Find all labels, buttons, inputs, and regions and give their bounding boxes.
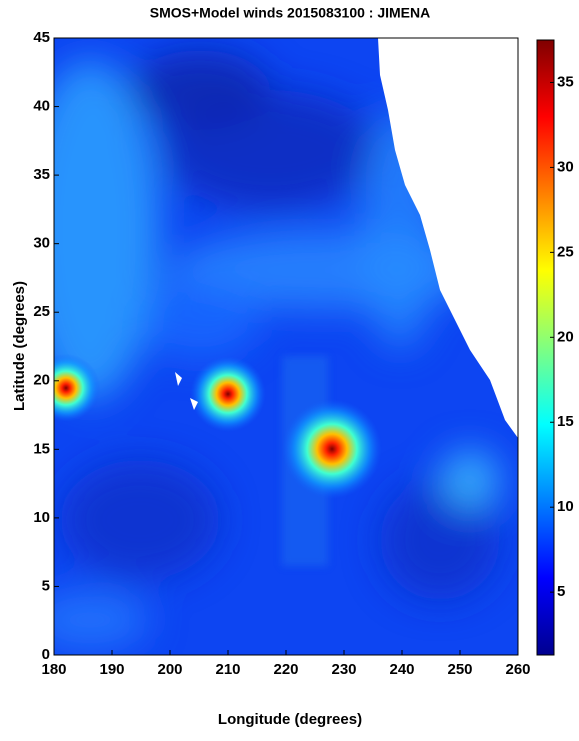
y-tick-label: 5 <box>42 577 50 594</box>
y-tick-label: 35 <box>33 166 50 183</box>
y-tick-label: 30 <box>33 235 50 252</box>
wind-field <box>54 38 518 655</box>
land <box>378 38 518 438</box>
x-tick-label: 260 <box>505 661 530 678</box>
x-tick-label: 210 <box>215 661 240 678</box>
y-tick-label: 45 <box>33 29 50 46</box>
storm <box>54 354 100 422</box>
colorbar-tick-label: 25 <box>557 243 574 260</box>
island <box>175 372 198 410</box>
x-tick-label: 200 <box>157 661 182 678</box>
y-tick-label: 15 <box>33 440 50 457</box>
storm <box>190 356 266 432</box>
colorbar <box>536 39 555 656</box>
x-tick-label: 180 <box>41 661 66 678</box>
colorbar-tick-label: 10 <box>557 498 574 515</box>
y-tick-label: 10 <box>33 509 50 526</box>
x-tick-label: 190 <box>99 661 124 678</box>
y-axis-label: Latitude (degrees) <box>11 281 28 411</box>
colorbar-tick-label: 15 <box>557 413 574 430</box>
y-tick-label: 25 <box>33 303 50 320</box>
y-tick-label: 20 <box>33 372 50 389</box>
colorbar-tick-label: 20 <box>557 328 574 345</box>
colorbar-tick-label: 30 <box>557 158 574 175</box>
colorbar-tick-label: 35 <box>557 73 574 90</box>
storm <box>282 399 382 499</box>
x-tick-label: 240 <box>389 661 414 678</box>
chart-title: SMOS+Model winds 2015083100 : JIMENA <box>150 5 431 21</box>
x-tick-label: 220 <box>273 661 298 678</box>
x-tick-label: 250 <box>447 661 472 678</box>
y-tick-label: 0 <box>42 646 50 663</box>
colorbar-tick-label: 5 <box>557 583 565 600</box>
x-axis-label: Longitude (degrees) <box>218 711 362 728</box>
field-texture <box>54 50 500 650</box>
x-tick-label: 230 <box>331 661 356 678</box>
y-tick-label: 40 <box>33 98 50 115</box>
